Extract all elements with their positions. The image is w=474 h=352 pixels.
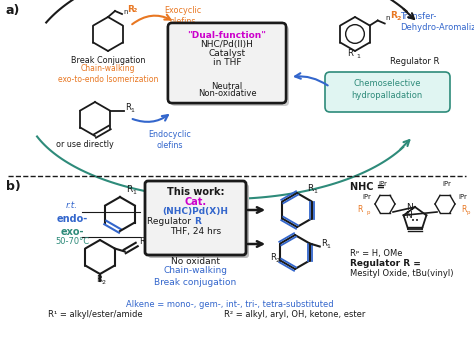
FancyBboxPatch shape: [148, 184, 249, 258]
Text: ••: ••: [411, 218, 419, 224]
Text: THF, 24 hrs: THF, 24 hrs: [170, 227, 221, 236]
Text: Chain-walking
Break conjugation: Chain-walking Break conjugation: [155, 266, 237, 287]
Text: or use directly: or use directly: [56, 140, 114, 149]
Text: R: R: [347, 49, 353, 58]
Text: iPr: iPr: [363, 194, 372, 200]
Text: Regulator R =: Regulator R =: [350, 259, 421, 268]
Text: Non-oxidative: Non-oxidative: [198, 89, 256, 98]
FancyBboxPatch shape: [325, 72, 450, 112]
Text: R: R: [357, 205, 363, 214]
Text: 2: 2: [102, 280, 106, 285]
Text: Rᵖ = H, OMe: Rᵖ = H, OMe: [350, 249, 402, 258]
Text: Break Conjugation: Break Conjugation: [71, 56, 145, 65]
Text: NHC =: NHC =: [350, 182, 385, 192]
Text: exo-: exo-: [60, 227, 84, 237]
Text: R: R: [390, 11, 397, 19]
Text: R: R: [139, 237, 145, 245]
FancyBboxPatch shape: [168, 23, 286, 103]
Text: Chain-walking
exo-to-endo Isomerization: Chain-walking exo-to-endo Isomerization: [58, 64, 158, 84]
Text: b): b): [6, 180, 21, 193]
Text: Endocyclic
olefins: Endocyclic olefins: [148, 130, 191, 150]
Text: R: R: [461, 205, 466, 214]
Text: a): a): [6, 4, 20, 17]
Text: n: n: [386, 15, 390, 21]
Text: Cat.: Cat.: [184, 197, 207, 207]
Text: iPr: iPr: [458, 194, 467, 200]
Text: Catalyst: Catalyst: [209, 49, 246, 58]
Text: 2: 2: [133, 8, 137, 13]
Text: r.t.: r.t.: [66, 201, 78, 209]
Text: N: N: [406, 211, 412, 220]
Text: R: R: [270, 253, 276, 262]
Text: R: R: [96, 275, 102, 284]
Text: This work:: This work:: [167, 187, 224, 197]
Text: R: R: [126, 185, 132, 194]
Text: Transfer-
Dehydro-Aromalization: Transfer- Dehydro-Aromalization: [400, 12, 474, 32]
Text: n: n: [123, 9, 128, 15]
Text: 2: 2: [397, 15, 401, 20]
Text: in THF: in THF: [213, 58, 241, 67]
FancyBboxPatch shape: [171, 26, 289, 106]
FancyBboxPatch shape: [168, 23, 286, 103]
Text: "Dual-function": "Dual-function": [188, 31, 266, 40]
Text: Regulator: Regulator: [146, 217, 193, 226]
Text: 1: 1: [132, 190, 136, 195]
Text: R: R: [194, 217, 201, 226]
Text: Regulator R: Regulator R: [390, 57, 439, 66]
Text: 1: 1: [356, 54, 360, 59]
Text: Neutral: Neutral: [211, 82, 243, 91]
Text: NHC/Pd(II)H: NHC/Pd(II)H: [201, 40, 254, 49]
Text: 1: 1: [131, 107, 135, 113]
Text: Mesityl Oxide, tBu(vinyl): Mesityl Oxide, tBu(vinyl): [350, 269, 454, 278]
Text: 1: 1: [145, 241, 148, 246]
Text: iPr: iPr: [379, 181, 387, 187]
Text: N: N: [406, 202, 413, 212]
Text: 50-70°C: 50-70°C: [55, 238, 89, 246]
Text: Exocyclic
olefins: Exocyclic olefins: [164, 6, 201, 26]
FancyBboxPatch shape: [145, 181, 246, 255]
Text: R: R: [125, 102, 131, 112]
Text: p: p: [367, 210, 371, 215]
Text: R: R: [321, 239, 327, 247]
Text: R¹ = alkyl/ester/amide: R¹ = alkyl/ester/amide: [48, 310, 142, 319]
Text: iPr: iPr: [443, 181, 451, 187]
Text: R: R: [127, 5, 134, 13]
Text: Alkene = mono-, gem-, int-, tri-, tetra-substituted: Alkene = mono-, gem-, int-, tri-, tetra-…: [126, 300, 334, 309]
Text: No oxidant: No oxidant: [171, 257, 220, 266]
Text: 2: 2: [276, 258, 280, 263]
Text: endo-: endo-: [56, 214, 88, 224]
Text: R² = alkyl, aryl, OH, ketone, ester: R² = alkyl, aryl, OH, ketone, ester: [224, 310, 365, 319]
Text: (NHC)Pd(X)H: (NHC)Pd(X)H: [163, 207, 228, 216]
Text: 1: 1: [313, 189, 317, 194]
Text: 1: 1: [327, 244, 330, 249]
Text: Chemoselective
hydropalladation: Chemoselective hydropalladation: [351, 79, 423, 100]
Text: R: R: [307, 184, 313, 193]
Text: p: p: [467, 210, 471, 215]
